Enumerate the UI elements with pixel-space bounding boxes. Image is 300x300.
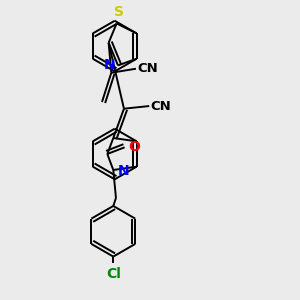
Text: CN: CN: [151, 100, 171, 112]
Text: O: O: [128, 140, 140, 154]
Text: N: N: [103, 58, 115, 72]
Text: CN: CN: [137, 62, 158, 75]
Text: Cl: Cl: [106, 267, 121, 280]
Text: S: S: [114, 5, 124, 19]
Text: N: N: [117, 164, 129, 178]
